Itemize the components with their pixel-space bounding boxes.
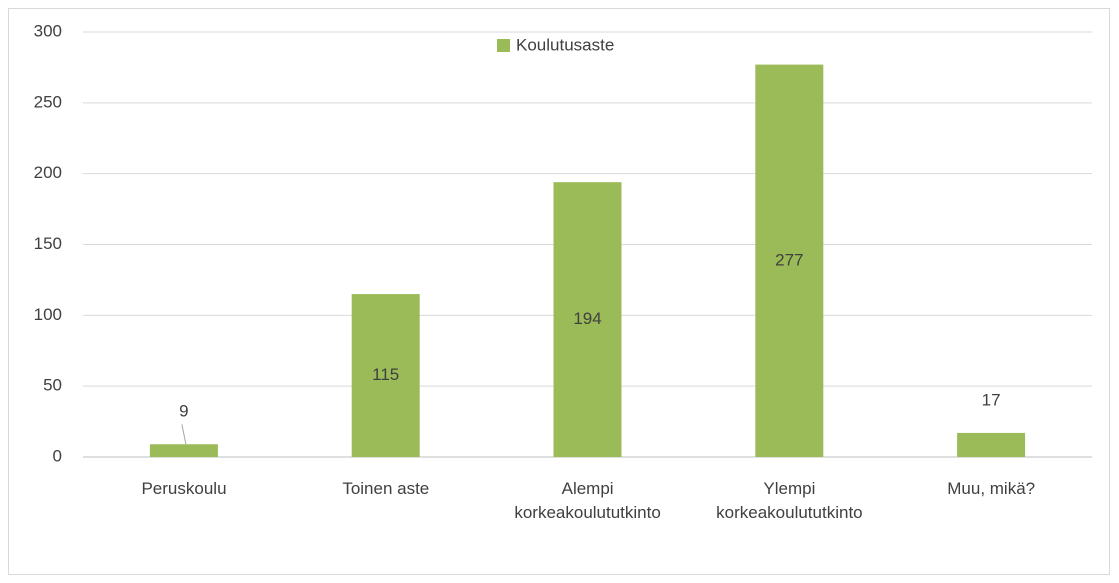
legend-swatch: [497, 39, 510, 52]
leader-line: [181, 424, 187, 445]
data-label: 17: [982, 390, 1001, 409]
legend-label: Koulutusaste: [516, 35, 614, 54]
bar: [957, 432, 1026, 457]
bar: [755, 64, 824, 457]
y-tick-label: 200: [34, 163, 62, 182]
y-tick-label: 100: [34, 305, 62, 324]
x-tick-label: Peruskoulu: [141, 479, 227, 498]
bar: [351, 294, 420, 457]
x-tick-label: Alempi korkeakoulututkinto: [514, 479, 661, 522]
data-label: 277: [775, 250, 803, 269]
data-label: 9: [179, 402, 188, 421]
y-tick-label: 50: [43, 376, 62, 395]
y-tick-label: 150: [34, 234, 62, 253]
y-tick-label: 0: [53, 446, 62, 465]
bar: [553, 182, 622, 457]
x-tick-label: Ylempi korkeakoulututkinto: [716, 479, 863, 522]
data-label: 194: [573, 309, 601, 328]
bar: [149, 444, 218, 457]
y-tick-label: 250: [34, 92, 62, 111]
x-tick-label: Muu, mikä?: [947, 479, 1036, 498]
y-tick-label: 300: [34, 21, 62, 40]
x-tick-label: Toinen aste: [342, 479, 430, 498]
data-label: 115: [372, 365, 399, 384]
